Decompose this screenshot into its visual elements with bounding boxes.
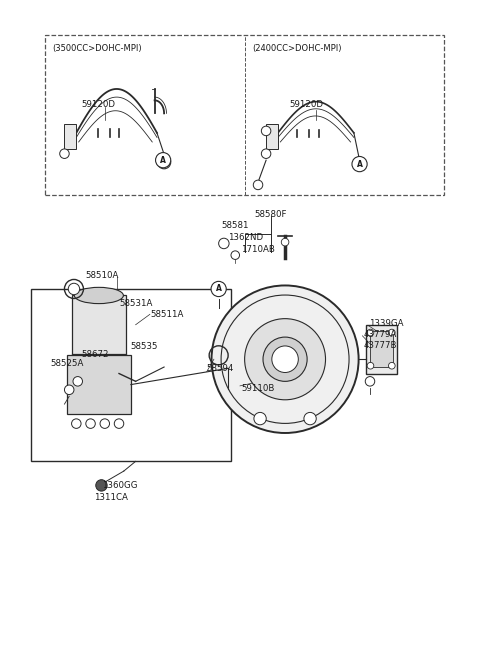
- Bar: [370, 331, 393, 367]
- Text: 1311CA: 1311CA: [94, 493, 128, 502]
- Text: 58672: 58672: [81, 350, 108, 359]
- Circle shape: [245, 319, 325, 400]
- Text: 58594: 58594: [207, 365, 234, 373]
- Circle shape: [60, 149, 69, 159]
- Text: 58525A: 58525A: [50, 359, 84, 368]
- Text: 58510A: 58510A: [86, 272, 119, 281]
- Text: 58581: 58581: [221, 221, 249, 230]
- Circle shape: [114, 419, 124, 428]
- Circle shape: [100, 419, 109, 428]
- Circle shape: [72, 419, 81, 428]
- Circle shape: [156, 153, 171, 168]
- Bar: [366, 325, 396, 373]
- Text: 43779A: 43779A: [363, 330, 396, 339]
- Text: 1710AB: 1710AB: [241, 245, 276, 254]
- Text: 59120D: 59120D: [81, 100, 115, 110]
- Bar: [266, 125, 278, 149]
- Circle shape: [96, 480, 107, 491]
- Text: 1360GG: 1360GG: [102, 481, 138, 490]
- Bar: [72, 295, 126, 354]
- Circle shape: [304, 413, 316, 425]
- Text: 58511A: 58511A: [151, 310, 184, 319]
- Text: 1362ND: 1362ND: [228, 233, 263, 242]
- Circle shape: [388, 362, 395, 369]
- Circle shape: [261, 149, 271, 159]
- Circle shape: [352, 157, 367, 172]
- Circle shape: [281, 238, 289, 246]
- Circle shape: [261, 126, 271, 136]
- Circle shape: [365, 377, 375, 386]
- Circle shape: [272, 346, 298, 373]
- Text: 59120D: 59120D: [290, 100, 324, 110]
- Circle shape: [212, 285, 359, 433]
- Text: 59110B: 59110B: [241, 384, 275, 393]
- Text: 58580F: 58580F: [254, 210, 287, 218]
- Text: 58535: 58535: [131, 342, 158, 351]
- Bar: [67, 356, 131, 414]
- Bar: [64, 125, 76, 149]
- Ellipse shape: [74, 287, 123, 304]
- Text: 1339GA: 1339GA: [369, 319, 404, 328]
- Text: 43777B: 43777B: [363, 341, 397, 350]
- Circle shape: [388, 329, 395, 336]
- Circle shape: [73, 377, 83, 386]
- Text: 58531A: 58531A: [119, 298, 152, 308]
- Circle shape: [231, 251, 240, 259]
- Text: A: A: [160, 155, 166, 165]
- Bar: [46, 35, 444, 195]
- Text: A: A: [357, 159, 362, 169]
- Circle shape: [254, 413, 266, 425]
- Circle shape: [86, 419, 96, 428]
- Circle shape: [367, 329, 374, 336]
- Text: (2400CC>DOHC-MPI): (2400CC>DOHC-MPI): [252, 44, 341, 53]
- Bar: [31, 289, 230, 461]
- Circle shape: [68, 283, 80, 295]
- Circle shape: [253, 180, 263, 190]
- Text: A: A: [216, 285, 222, 293]
- Circle shape: [157, 155, 171, 169]
- Circle shape: [219, 238, 229, 249]
- Circle shape: [367, 362, 374, 369]
- Text: (3500CC>DOHC-MPI): (3500CC>DOHC-MPI): [53, 44, 142, 53]
- Circle shape: [263, 337, 307, 381]
- Circle shape: [64, 385, 74, 394]
- Circle shape: [211, 281, 226, 297]
